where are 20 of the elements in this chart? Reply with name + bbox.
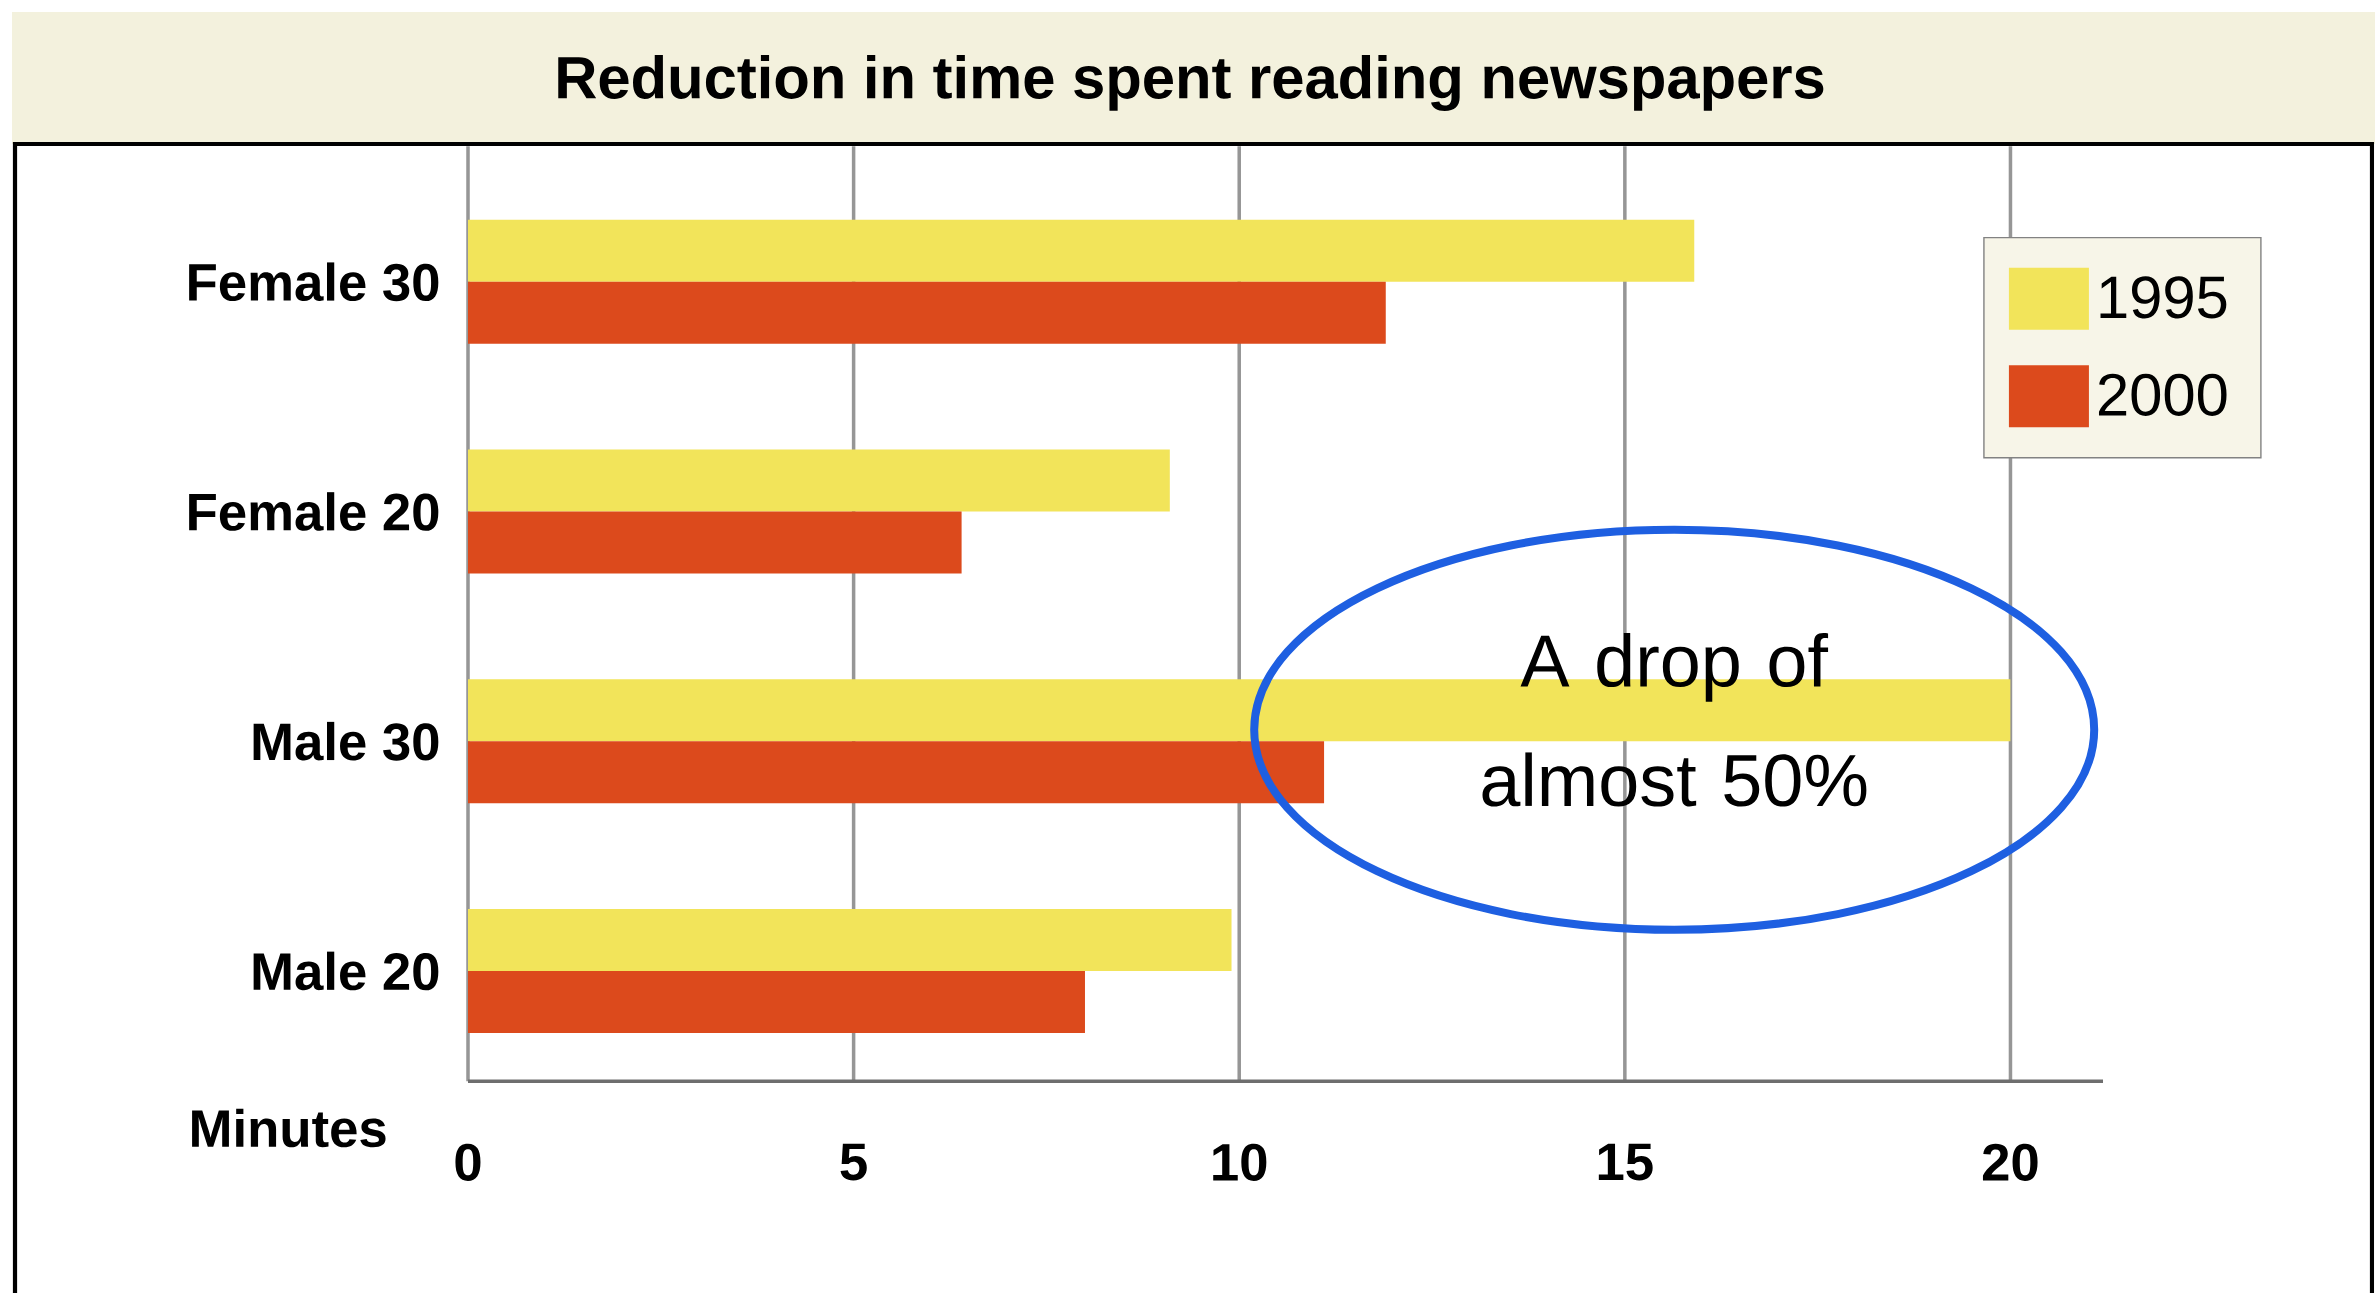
bar [468,511,962,574]
chart-title: Reduction in time spent reading newspapers [558,55,1824,111]
x-tick-label: 0 [455,1143,481,1181]
x-tick-label: 5 [840,1143,867,1181]
y-tick-label: Female 20 [189,492,439,531]
bar [468,908,1232,971]
bar [468,970,1085,1034]
bar [468,219,1695,282]
y-tick-label: Male 30 [253,721,439,761]
x-tick-label: 15 [1598,1143,1653,1181]
bar [468,741,1325,804]
x-tick-label: 20 [1982,1143,2038,1181]
y-tick-label: Female 30 [189,262,439,302]
bar [468,281,1386,344]
legend-label: 1995 [2100,276,2227,319]
bar [468,449,1170,512]
x-tick-label: 10 [1213,1143,1267,1181]
legend-label: 2000 [2098,373,2227,417]
y-tick-label: Male 20 [253,951,439,991]
x-axis-title: Minutes [192,1108,386,1148]
